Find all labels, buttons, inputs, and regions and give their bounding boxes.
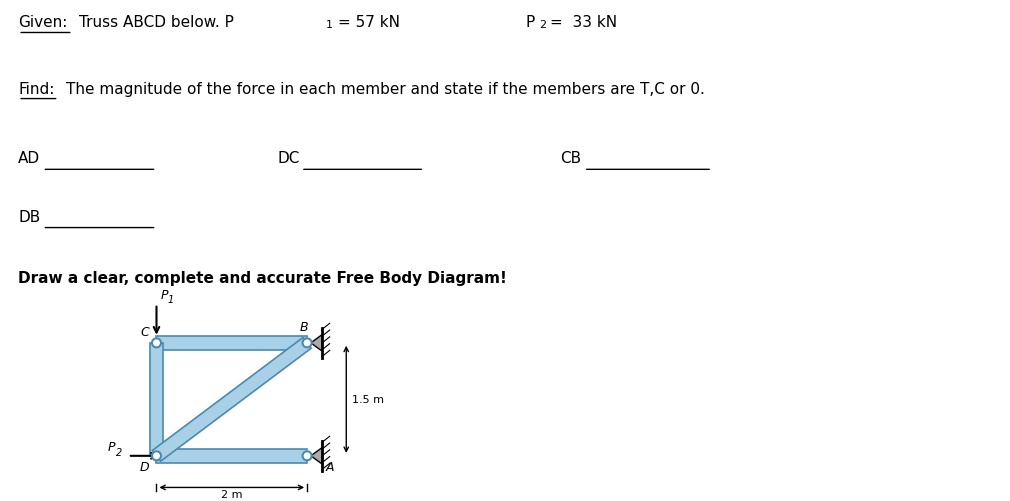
- Text: The magnitude of the force in each member and state if the members are T,C or 0.: The magnitude of the force in each membe…: [66, 81, 705, 96]
- Text: Truss ABCD below. P: Truss ABCD below. P: [79, 15, 233, 30]
- Polygon shape: [311, 335, 322, 352]
- Circle shape: [303, 451, 312, 460]
- Text: Given:: Given:: [18, 15, 68, 30]
- Text: A: A: [326, 460, 334, 472]
- Text: P: P: [107, 440, 115, 453]
- Polygon shape: [157, 449, 307, 463]
- Polygon shape: [153, 338, 311, 461]
- Text: 1: 1: [168, 295, 174, 305]
- Text: P: P: [161, 288, 169, 301]
- Text: CB: CB: [561, 151, 582, 166]
- Text: D: D: [139, 460, 148, 472]
- Text: AD: AD: [18, 151, 40, 166]
- Text: B: B: [300, 321, 308, 334]
- Text: P: P: [525, 15, 534, 30]
- Text: DC: DC: [278, 151, 300, 166]
- Text: 2: 2: [116, 447, 122, 457]
- Text: DB: DB: [18, 209, 40, 224]
- Circle shape: [152, 451, 161, 460]
- Polygon shape: [157, 337, 307, 350]
- Text: 2: 2: [539, 20, 546, 30]
- Text: 1.5 m: 1.5 m: [352, 395, 384, 404]
- Text: Draw a clear, complete and accurate Free Body Diagram!: Draw a clear, complete and accurate Free…: [18, 270, 507, 285]
- Text: 1: 1: [326, 20, 333, 30]
- Text: C: C: [140, 326, 148, 339]
- Text: =  33 kN: = 33 kN: [550, 15, 617, 30]
- Text: Find:: Find:: [18, 81, 55, 96]
- Circle shape: [303, 339, 312, 348]
- Text: 2 m: 2 m: [221, 489, 242, 499]
- Text: = 57 kN: = 57 kN: [338, 15, 400, 30]
- Polygon shape: [311, 448, 322, 464]
- Circle shape: [152, 339, 161, 348]
- Polygon shape: [149, 343, 164, 456]
